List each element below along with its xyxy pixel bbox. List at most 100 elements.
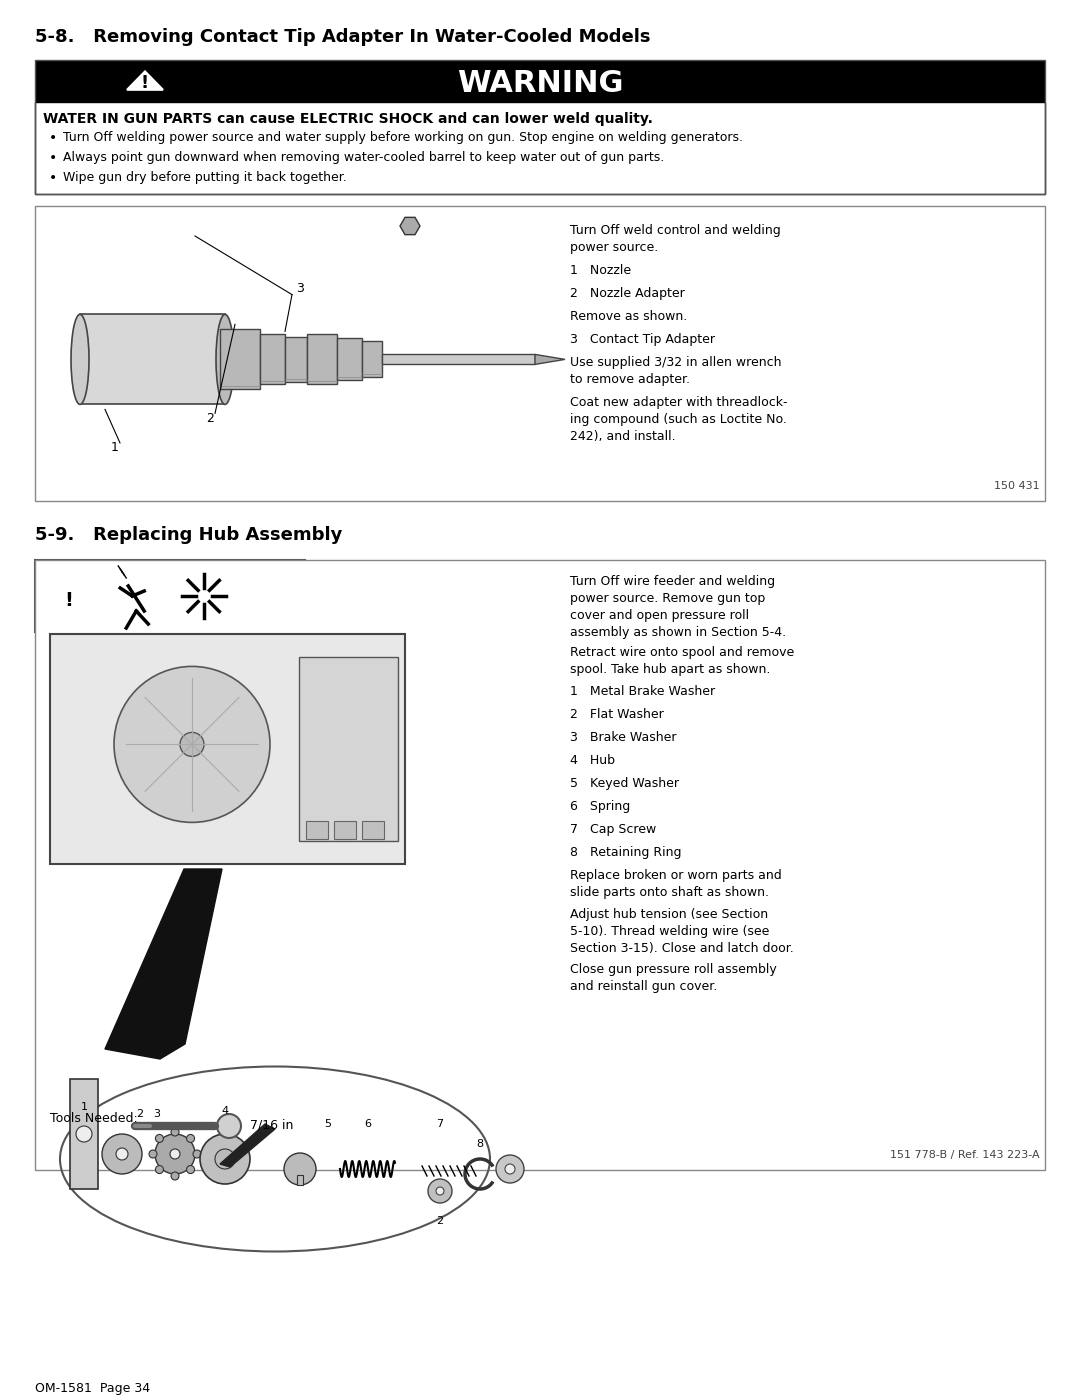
Text: 6: 6: [364, 1119, 372, 1129]
Text: WARNING: WARNING: [457, 68, 623, 98]
Text: 7: 7: [436, 1119, 444, 1129]
Bar: [70, 1078, 98, 1189]
Circle shape: [149, 1150, 157, 1158]
Text: Adjust hub tension (see Section
5-10). Thread welding wire (see
Section 3-15). C: Adjust hub tension (see Section 5-10). T…: [570, 908, 794, 956]
Bar: [238, 560, 305, 631]
Bar: [170, 560, 238, 631]
Text: 5: 5: [324, 1119, 332, 1129]
Text: 5   Keyed Washer: 5 Keyed Washer: [570, 777, 679, 789]
Bar: [307, 334, 337, 384]
Text: 8: 8: [476, 1139, 484, 1148]
Text: 150 431: 150 431: [995, 481, 1040, 490]
Bar: [35, 560, 1045, 1171]
Text: •: •: [49, 151, 57, 165]
Text: 2: 2: [436, 1215, 444, 1227]
Circle shape: [114, 666, 270, 823]
Text: 1: 1: [111, 441, 119, 454]
Circle shape: [428, 1179, 453, 1203]
Text: 4   Hub: 4 Hub: [570, 754, 615, 767]
Text: •: •: [49, 170, 57, 184]
Text: Remove as shown.: Remove as shown.: [570, 310, 687, 323]
Text: !: !: [140, 74, 149, 92]
Polygon shape: [105, 869, 222, 1059]
Text: OM-1581  Page 34: OM-1581 Page 34: [35, 1382, 150, 1396]
Text: 1   Nozzle: 1 Nozzle: [570, 264, 631, 277]
Circle shape: [156, 1134, 195, 1173]
Circle shape: [187, 1165, 194, 1173]
Circle shape: [217, 1113, 241, 1139]
Circle shape: [436, 1187, 444, 1194]
Text: WATER IN GUN PARTS can cause ELECTRIC SHOCK and can lower weld quality.: WATER IN GUN PARTS can cause ELECTRIC SH…: [43, 112, 653, 126]
Bar: [334, 821, 355, 840]
Bar: [337, 338, 362, 380]
Circle shape: [496, 1155, 524, 1183]
Bar: [103, 560, 170, 631]
Text: 7/16 in: 7/16 in: [249, 1118, 294, 1132]
Text: 2: 2: [206, 412, 214, 425]
Bar: [50, 634, 405, 863]
Text: Always point gun downward when removing water-cooled barrel to keep water out of: Always point gun downward when removing …: [63, 151, 664, 163]
Bar: [35, 60, 1045, 194]
Circle shape: [171, 1172, 179, 1180]
Polygon shape: [220, 1125, 275, 1166]
Bar: [260, 334, 285, 384]
Bar: [362, 341, 382, 377]
Ellipse shape: [216, 314, 234, 404]
Text: 1   Metal Brake Washer: 1 Metal Brake Washer: [570, 685, 715, 698]
Circle shape: [200, 1134, 249, 1185]
Circle shape: [125, 569, 139, 583]
Text: 3: 3: [296, 282, 303, 295]
Circle shape: [314, 731, 325, 740]
Circle shape: [193, 585, 214, 606]
Text: 2   Nozzle Adapter: 2 Nozzle Adapter: [570, 286, 685, 300]
Text: Close gun pressure roll assembly
and reinstall gun cover.: Close gun pressure roll assembly and rei…: [570, 963, 777, 993]
Bar: [80, 314, 225, 404]
Circle shape: [170, 1148, 180, 1160]
Polygon shape: [400, 218, 420, 235]
Text: Replace broken or worn parts and
slide parts onto shaft as shown.: Replace broken or worn parts and slide p…: [570, 869, 782, 900]
Text: •: •: [49, 131, 57, 145]
Text: Retract wire onto spool and remove
spool. Take hub apart as shown.: Retract wire onto spool and remove spool…: [570, 645, 794, 676]
Bar: [35, 560, 103, 631]
Bar: [285, 337, 307, 381]
Text: Use supplied 3/32 in allen wrench
to remove adapter.: Use supplied 3/32 in allen wrench to rem…: [570, 356, 782, 386]
Text: 1: 1: [81, 1102, 87, 1112]
Ellipse shape: [71, 314, 89, 404]
Bar: [35, 60, 1045, 102]
Circle shape: [76, 1126, 92, 1141]
Circle shape: [314, 759, 325, 768]
Bar: [298, 657, 397, 841]
Text: 5-9.   Replacing Hub Assembly: 5-9. Replacing Hub Assembly: [35, 527, 342, 543]
Polygon shape: [535, 355, 565, 365]
Bar: [306, 821, 327, 840]
Circle shape: [116, 1148, 129, 1160]
Text: 3   Brake Washer: 3 Brake Washer: [570, 731, 676, 745]
Bar: [362, 821, 383, 840]
Text: 3   Contact Tip Adapter: 3 Contact Tip Adapter: [570, 332, 715, 346]
Bar: [35, 205, 1045, 502]
Bar: [382, 355, 535, 365]
Text: Wipe gun dry before putting it back together.: Wipe gun dry before putting it back toge…: [63, 170, 347, 184]
Circle shape: [156, 1134, 163, 1143]
Bar: [35, 560, 305, 631]
Bar: [35, 102, 1045, 194]
Text: 4: 4: [221, 1106, 229, 1116]
Polygon shape: [44, 584, 93, 608]
Polygon shape: [127, 71, 163, 89]
Circle shape: [102, 1134, 141, 1173]
Text: 5-8.   Removing Contact Tip Adapter In Water-Cooled Models: 5-8. Removing Contact Tip Adapter In Wat…: [35, 28, 650, 46]
Circle shape: [187, 1134, 194, 1143]
Circle shape: [314, 703, 325, 712]
Text: Turn Off weld control and welding
power source.: Turn Off weld control and welding power …: [570, 224, 781, 254]
Text: 8   Retaining Ring: 8 Retaining Ring: [570, 847, 681, 859]
Circle shape: [505, 1164, 515, 1173]
Circle shape: [156, 1165, 163, 1173]
Circle shape: [180, 732, 204, 756]
Text: Tools Needed:: Tools Needed:: [50, 1112, 138, 1125]
Text: 2: 2: [136, 1109, 144, 1119]
Bar: [297, 1175, 303, 1185]
Text: Turn Off wire feeder and welding
power source. Remove gun top
cover and open pre: Turn Off wire feeder and welding power s…: [570, 576, 786, 638]
Circle shape: [215, 1148, 235, 1169]
Text: 7   Cap Screw: 7 Cap Screw: [570, 823, 657, 835]
Text: !: !: [65, 591, 73, 609]
